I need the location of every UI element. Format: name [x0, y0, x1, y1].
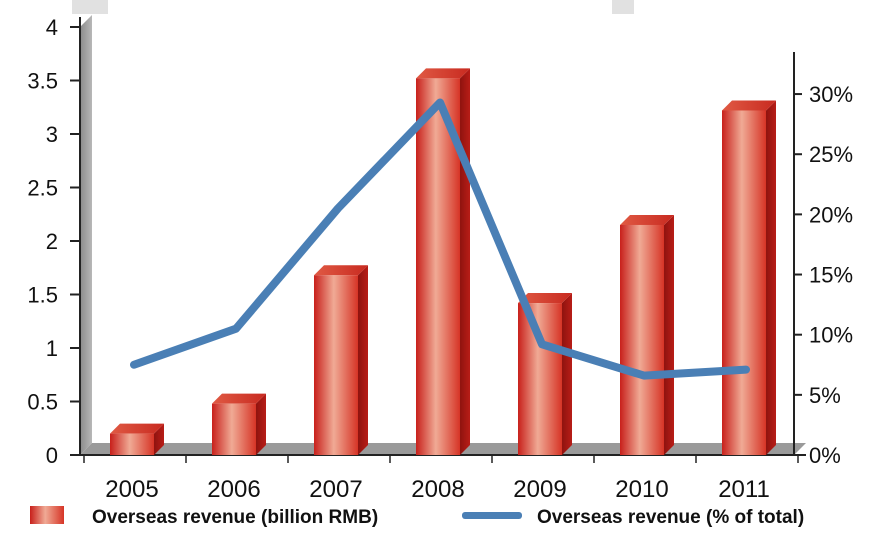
- right-tick-label: 30%: [809, 82, 853, 107]
- x-tick-label: 2009: [513, 476, 566, 503]
- x-tick-label: 2005: [105, 476, 158, 503]
- right-tick-label: 5%: [809, 383, 841, 408]
- left-tick-label: 1: [46, 336, 58, 361]
- right-tick-label: 10%: [809, 323, 853, 348]
- bar: [416, 68, 470, 456]
- bar-front: [110, 433, 154, 455]
- legend-item-line: Overseas revenue (% of total): [462, 507, 804, 528]
- bar-front: [722, 110, 766, 456]
- bar-top: [314, 265, 368, 276]
- x-tick-label: 2006: [207, 476, 260, 503]
- bar-front: [314, 275, 358, 455]
- left-tick-label: 0: [46, 443, 58, 468]
- left-tick-label: 3: [46, 122, 58, 147]
- line-point: [541, 343, 543, 346]
- legend-line-label: Overseas revenue (% of total): [537, 507, 804, 528]
- line-point: [745, 368, 747, 371]
- bar-side: [664, 214, 674, 455]
- bar-front: [620, 224, 664, 455]
- legend-item-bar: Overseas revenue (billion RMB): [30, 506, 378, 528]
- bar-side: [154, 423, 164, 455]
- legend-bar-label: Overseas revenue (billion RMB): [92, 507, 378, 528]
- bar: [722, 100, 776, 456]
- bar: [314, 265, 368, 455]
- right-tick-label: 15%: [809, 263, 853, 288]
- cropped-title-fragment: [72, 0, 634, 14]
- left-tick-label: 3.5: [27, 69, 58, 94]
- bar-top: [722, 100, 776, 111]
- x-tick-label: 2008: [411, 476, 464, 503]
- left-tick-label: 2.5: [27, 176, 58, 201]
- right-axis: 0% 5% 10% 15% 20% 25% 30%: [793, 52, 853, 468]
- bar-top: [212, 393, 266, 404]
- bar-top: [518, 293, 572, 304]
- line-point: [439, 101, 441, 104]
- x-axis: 2005 2006 2007 2008 2009 2010 2011: [80, 454, 806, 503]
- line-point: [643, 374, 645, 377]
- bar: [212, 393, 266, 455]
- legend: Overseas revenue (billion RMB) Overseas …: [30, 506, 804, 528]
- line-point: [133, 363, 135, 366]
- bar-front: [518, 303, 562, 455]
- bar: [110, 423, 164, 455]
- bar-series: [110, 68, 776, 456]
- bar-top: [620, 214, 674, 225]
- line-series: [130, 98, 750, 380]
- bar: [518, 293, 572, 455]
- bar-side: [562, 293, 572, 455]
- left-tick-label: 1.5: [27, 283, 58, 308]
- bar-side: [358, 265, 368, 455]
- bar-side: [766, 100, 776, 456]
- x-tick-label: 2007: [309, 476, 362, 503]
- left-tick-label: 0.5: [27, 390, 58, 415]
- left-wall: [80, 15, 92, 455]
- left-tick-label: 4: [46, 15, 58, 40]
- right-tick-label: 25%: [809, 142, 853, 167]
- line-point: [235, 327, 237, 330]
- legend-bar-swatch: [30, 506, 64, 524]
- line-point: [337, 207, 339, 210]
- right-tick-label: 0%: [809, 443, 841, 468]
- left-axis: 0 0.5 1 1.5 2 2.5 3 3.5 4: [27, 15, 81, 468]
- right-tick-label: 20%: [809, 202, 853, 227]
- bar-front: [212, 403, 256, 455]
- legend-line-swatch: [462, 512, 522, 519]
- bar-top: [110, 423, 164, 434]
- bar-side: [460, 68, 470, 456]
- bar-side: [256, 393, 266, 455]
- bar: [620, 214, 674, 455]
- x-tick-label: 2011: [718, 476, 770, 503]
- left-tick-label: 2: [46, 229, 58, 254]
- bar-top: [416, 68, 470, 79]
- x-tick-label: 2010: [615, 476, 668, 503]
